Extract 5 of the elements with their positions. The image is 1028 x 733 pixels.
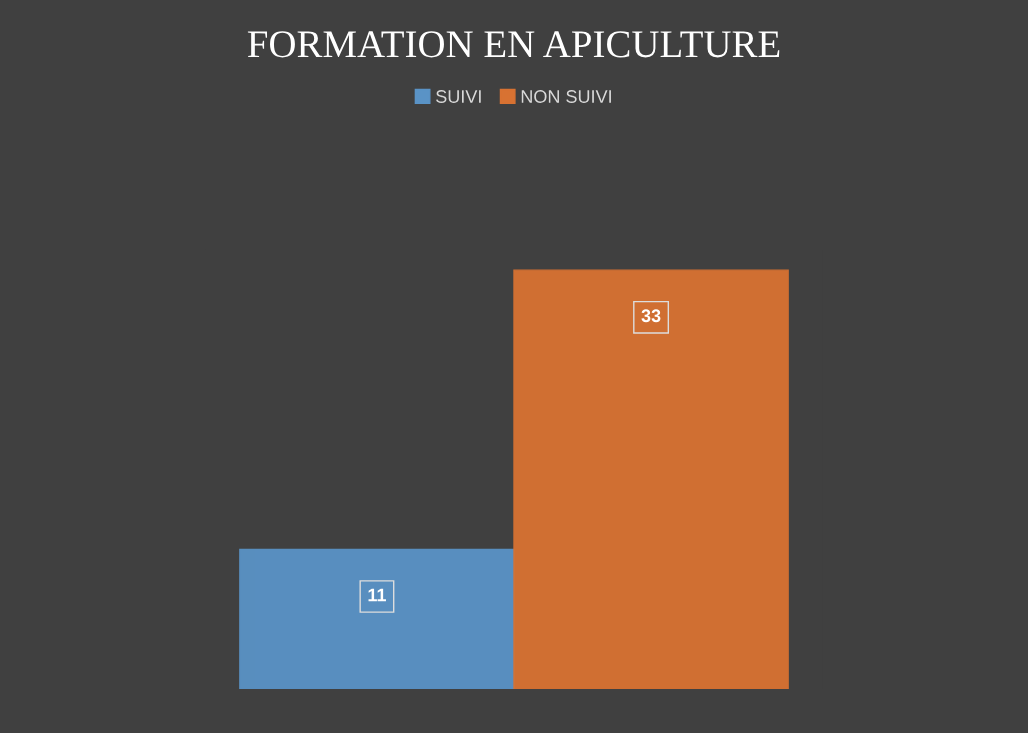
data-label: 11 — [368, 588, 386, 602]
legend-label: SUIVI — [436, 90, 481, 103]
chart-title: FORMATION EN APICULTURE — [247, 31, 780, 58]
data-label: 33 — [641, 309, 661, 323]
legend-label: NON SUIVI — [521, 90, 611, 103]
